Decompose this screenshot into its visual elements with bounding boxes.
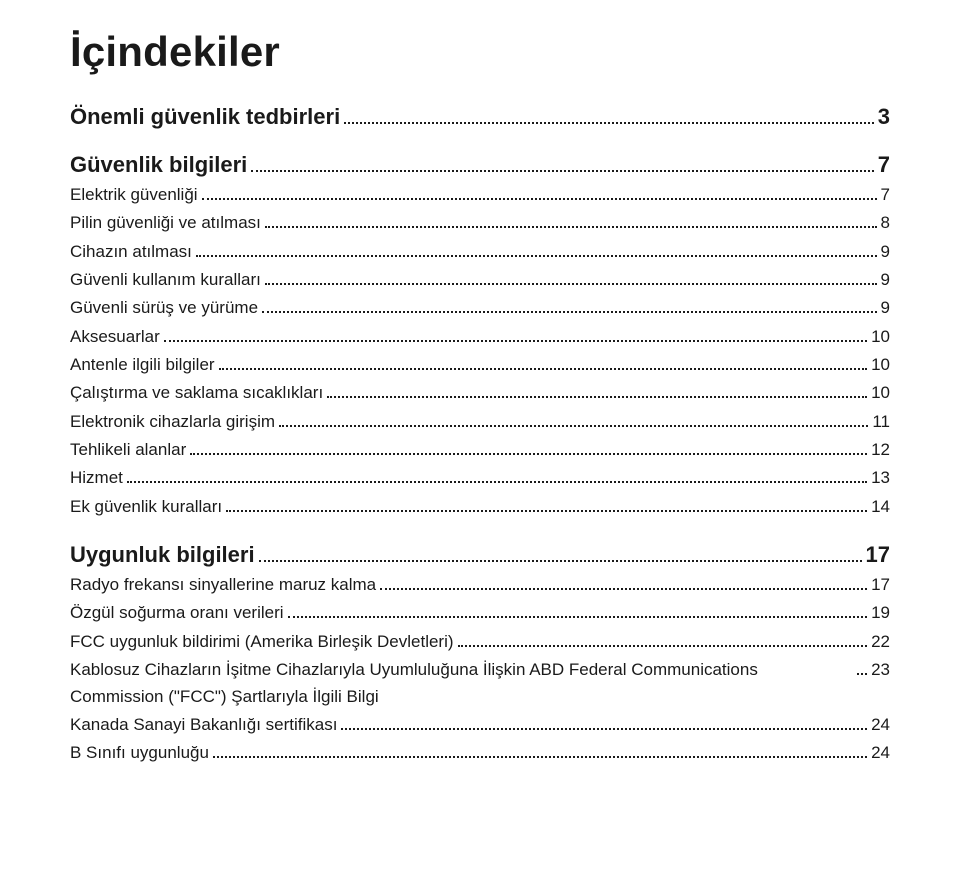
toc-item-page: 19 [871,600,890,626]
toc-item: Güvenli sürüş ve yürüme 9 [70,295,890,321]
toc-item-label: Elektrik güvenliği [70,182,198,208]
toc-leader-dots [259,551,862,563]
toc-item: Tehlikeli alanlar 12 [70,437,890,463]
toc-item-page: 13 [871,465,890,491]
toc-leader-dots [251,160,873,172]
toc-item-label: Antenle ilgili bilgiler [70,352,215,378]
toc-leader-dots [219,358,868,370]
toc-item-label: Güvenli kullanım kuralları [70,267,261,293]
toc-item: Özgül soğurma oranı verileri 19 [70,600,890,626]
toc-section-heading-line: Önemli güvenlik tedbirleri 3 [70,104,890,130]
toc-section-heading: Güvenlik bilgileri [70,152,247,178]
toc-item-page: 24 [871,712,890,738]
toc-item-page: 22 [871,629,890,655]
toc-item: Antenle ilgili bilgiler 10 [70,352,890,378]
toc-leader-dots [341,718,867,730]
toc-container: Önemli güvenlik tedbirleri 3 Güvenlik bilg… [70,104,890,767]
toc-item: Cihazın atılması 9 [70,239,890,265]
toc-item-page: 10 [871,324,890,350]
toc-item-label: FCC uygunluk bildirimi (Amerika Birleşik… [70,629,454,655]
toc-item-page: 14 [871,494,890,520]
toc-item-label: Elektronik cihazlarla girişim [70,409,275,435]
toc-section: Uygunluk bilgileri17Radyo frekansı sinya… [70,542,890,766]
toc-item: Aksesuarlar 10 [70,324,890,350]
toc-item: Elektrik güvenliği 7 [70,182,890,208]
toc-leader-dots [344,112,874,124]
toc-item: Çalıştırma ve saklama sıcaklıkları 10 [70,380,890,406]
toc-item-page: 8 [881,210,890,236]
toc-section-page: 3 [878,104,890,130]
toc-item: Radyo frekansı sinyallerine maruz kalma 1… [70,572,890,598]
toc-item: B Sınıfı uygunluğu 24 [70,740,890,766]
toc-item-label: Özgül soğurma oranı verileri [70,600,284,626]
toc-item-label: Güvenli sürüş ve yürüme [70,295,258,321]
toc-item: Ek güvenlik kuralları 14 [70,494,890,520]
toc-item-label: Pilin güvenliği ve atılması [70,210,261,236]
toc-leader-dots [202,188,877,200]
toc-item: FCC uygunluk bildirimi (Amerika Birleşik… [70,629,890,655]
page: İçindekiler Önemli güvenlik tedbirleri 3 G… [0,0,960,879]
toc-leader-dots [164,330,867,342]
toc-leader-dots [196,245,877,257]
toc-section-page: 17 [866,542,890,568]
toc-item-page: 9 [881,239,890,265]
toc-item-page: 11 [872,409,890,435]
toc-section-page: 7 [878,152,890,178]
toc-item: Pilin güvenliği ve atılması 8 [70,210,890,236]
toc-leader-dots [226,500,867,512]
toc-leader-dots [380,578,867,590]
toc-leader-dots [857,663,867,675]
toc-item: Elektronik cihazlarla girişim 11 [70,409,890,435]
toc-leader-dots [190,443,867,455]
toc-item-label: Tehlikeli alanlar [70,437,186,463]
toc-leader-dots [327,386,867,398]
toc-leader-dots [265,216,877,228]
toc-item: Hizmet 13 [70,465,890,491]
toc-item-label: Cihazın atılması [70,239,192,265]
toc-item-page: 9 [881,267,890,293]
toc-section-heading-line: Uygunluk bilgileri 17 [70,542,890,568]
toc-item-label: Radyo frekansı sinyallerine maruz kalma [70,572,376,598]
toc-section: Güvenlik bilgileri7Elektrik güvenliği7Pi… [70,152,890,520]
toc-item-page: 12 [871,437,890,463]
toc-item: Kanada Sanayi Bakanlığı sertifikası 24 [70,712,890,738]
toc-item-page: 7 [881,182,890,208]
toc-item-page: 23 [871,657,890,683]
toc-section-heading-line: Güvenlik bilgileri 7 [70,152,890,178]
toc-item-label: Kablosuz Cihazların İşitme Cihazlarıyla … [70,657,853,710]
toc-item-label: Hizmet [70,465,123,491]
toc-item-label: Ek güvenlik kuralları [70,494,222,520]
toc-leader-dots [279,415,868,427]
toc-leader-dots [458,635,868,647]
toc-item-label: B Sınıfı uygunluğu [70,740,209,766]
toc-item-page: 10 [871,380,890,406]
toc-leader-dots [127,471,867,483]
toc-item-label: Aksesuarlar [70,324,160,350]
toc-item-label: Kanada Sanayi Bakanlığı sertifikası [70,712,337,738]
toc-leader-dots [262,301,877,313]
toc-item-page: 9 [881,295,890,321]
toc-leader-dots [213,746,867,758]
toc-item-page: 24 [871,740,890,766]
page-title: İçindekiler [70,28,890,76]
toc-section-heading: Uygunluk bilgileri [70,542,255,568]
toc-item-page: 17 [871,572,890,598]
toc-item: Kablosuz Cihazların İşitme Cihazlarıyla … [70,657,890,710]
toc-section: Önemli güvenlik tedbirleri 3 [70,104,890,130]
toc-leader-dots [265,273,877,285]
toc-section-heading: Önemli güvenlik tedbirleri [70,104,340,130]
toc-leader-dots [288,606,868,618]
toc-item-label: Çalıştırma ve saklama sıcaklıkları [70,380,323,406]
toc-item-page: 10 [871,352,890,378]
toc-item: Güvenli kullanım kuralları 9 [70,267,890,293]
